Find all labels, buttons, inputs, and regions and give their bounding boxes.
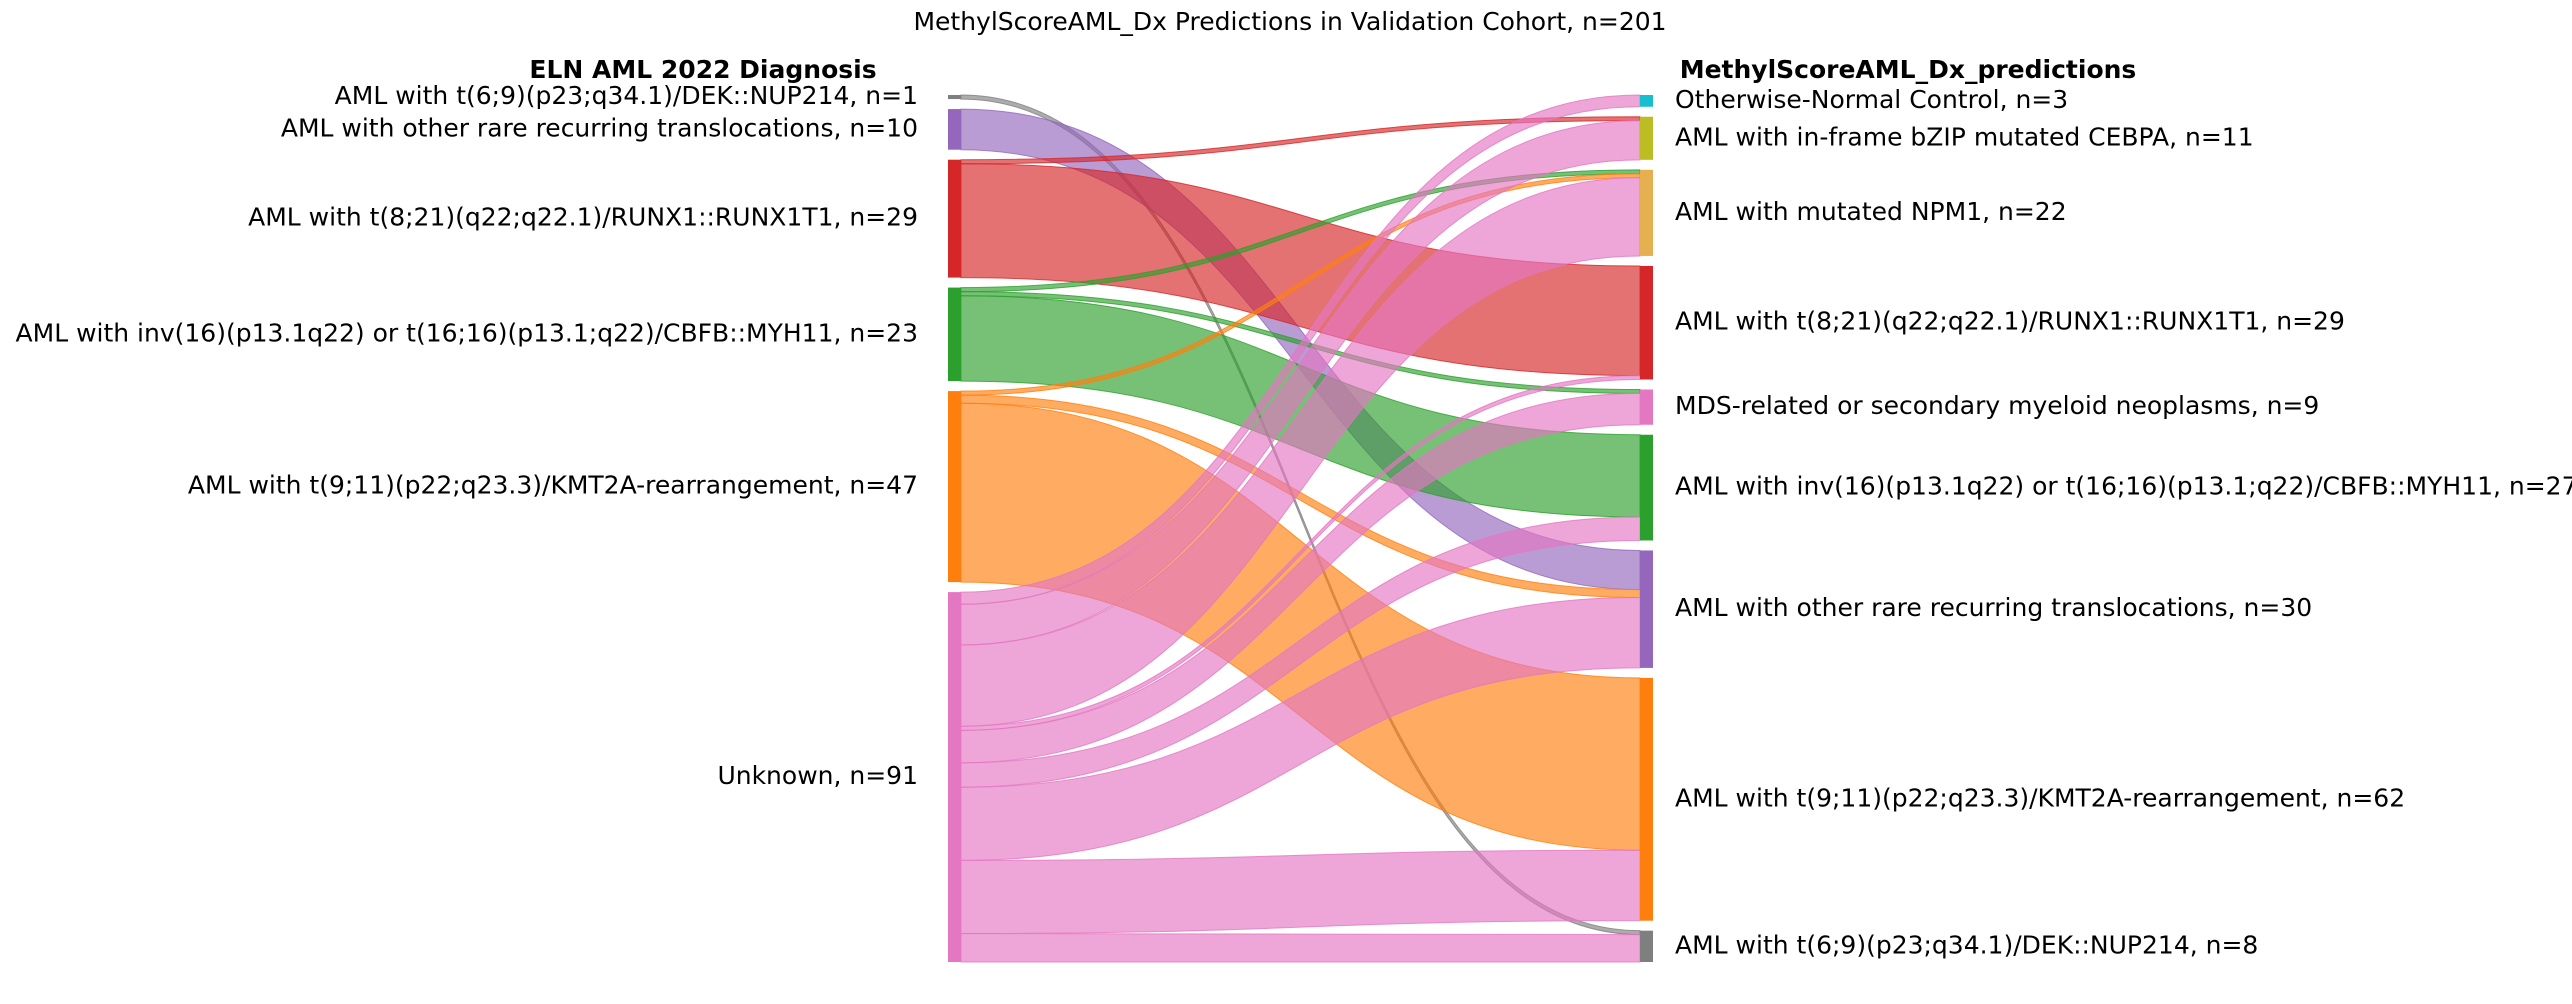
right-node-label-npm1: AML with mutated NPM1, n=22 xyxy=(1675,197,2067,226)
right-node-label-normal: Otherwise-Normal Control, n=3 xyxy=(1675,85,2068,114)
right-node-bar-kmt2a xyxy=(1640,677,1653,921)
left-axis-header: ELN AML 2022 Diagnosis xyxy=(529,55,876,84)
flow-link-unknown-to-dek xyxy=(960,933,1641,963)
flow-link-unknown-to-cebpa xyxy=(960,120,1641,646)
right-node-label-runx: AML with t(8;21)(q22;q22.1)/RUNX1::RUNX1… xyxy=(1675,307,2345,336)
right-node-label-kmt2a: AML with t(9;11)(p22;q23.3)/KMT2A-rearra… xyxy=(1675,783,2405,812)
chart-title: MethylScoreAML_Dx Predictions in Validat… xyxy=(913,7,1666,36)
left-node-label-unknown: Unknown, n=91 xyxy=(717,761,918,790)
left-node-bar-cbfb xyxy=(948,287,961,382)
left-node-label-other: AML with other rare recurring translocat… xyxy=(281,113,918,142)
left-node-label-cbfb: AML with inv(16)(p13.1q22) or t(16;16)(p… xyxy=(16,318,918,347)
left-node-label-kmt2a: AML with t(9;11)(p22;q23.3)/KMT2A-rearra… xyxy=(188,471,918,500)
right-node-label-dek: AML with t(6;9)(p23;q34.1)/DEK::NUP214, … xyxy=(1675,930,2258,959)
right-node-label-cbfb: AML with inv(16)(p13.1q22) or t(16;16)(p… xyxy=(1675,472,2572,501)
right-node-bar-mds xyxy=(1640,389,1653,425)
node-labels: AML with t(6;9)(p23;q34.1)/DEK::NUP214, … xyxy=(16,81,2572,959)
right-axis-header: MethylScoreAML_Dx_predictions xyxy=(1680,55,2137,84)
left-node-label-runx: AML with t(8;21)(q22;q22.1)/RUNX1::RUNX1… xyxy=(248,203,918,232)
right-node-bar-dek xyxy=(1640,930,1653,962)
flow-link-unknown-to-runx xyxy=(960,375,1641,731)
node-bars xyxy=(948,95,1653,962)
right-node-bar-runx xyxy=(1640,265,1653,380)
right-node-bar-npm1 xyxy=(1640,169,1653,256)
left-node-bar-kmt2a xyxy=(948,391,961,583)
flow-link-unknown-to-kmt2a xyxy=(960,849,1641,935)
flow-links xyxy=(960,94,1641,963)
right-node-bar-cebpa xyxy=(1640,116,1653,160)
left-node-bar-unknown xyxy=(948,592,961,962)
left-node-bar-runx xyxy=(948,159,961,278)
left-node-label-dek: AML with t(6;9)(p23;q34.1)/DEK::NUP214, … xyxy=(335,81,918,110)
right-node-label-other: AML with other rare recurring translocat… xyxy=(1675,593,2312,622)
left-node-bar-dek xyxy=(948,95,961,100)
flow-link-unknown-to-cbfb xyxy=(960,516,1641,788)
right-node-label-mds: MDS-related or secondary myeloid neoplas… xyxy=(1675,391,2319,420)
left-node-bar-other xyxy=(948,109,961,150)
right-node-bar-other xyxy=(1640,550,1653,668)
right-node-label-cebpa: AML with in-frame bZIP mutated CEBPA, n=… xyxy=(1675,122,2254,151)
right-node-bar-cbfb xyxy=(1640,434,1653,541)
right-node-bar-normal xyxy=(1640,95,1653,107)
